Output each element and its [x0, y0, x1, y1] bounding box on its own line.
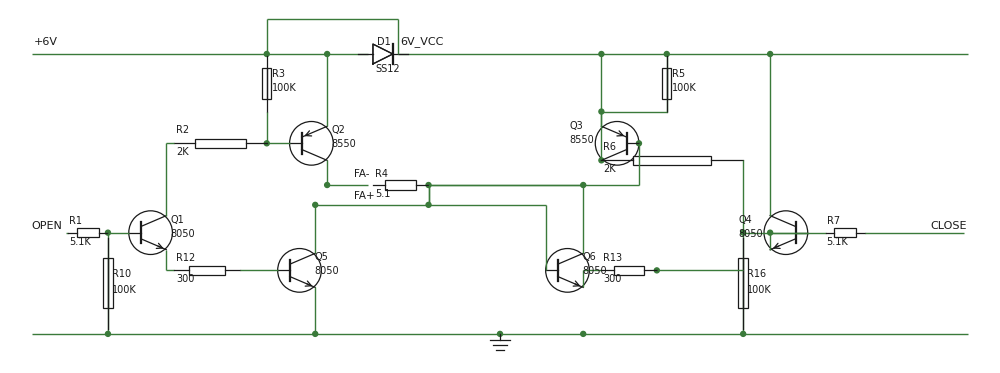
Circle shape	[325, 51, 330, 56]
Text: R7: R7	[827, 216, 840, 226]
Circle shape	[599, 158, 604, 163]
Text: 8050: 8050	[314, 266, 339, 276]
Circle shape	[581, 332, 586, 336]
Circle shape	[768, 230, 773, 235]
Text: OPEN: OPEN	[32, 221, 62, 231]
Text: Q2: Q2	[331, 125, 345, 135]
Text: 8550: 8550	[569, 135, 594, 145]
Circle shape	[105, 332, 110, 336]
Circle shape	[741, 230, 746, 235]
Text: R6: R6	[603, 142, 616, 153]
Circle shape	[741, 332, 746, 336]
Circle shape	[313, 332, 318, 336]
Circle shape	[768, 51, 773, 56]
Bar	[662, 69, 671, 99]
Text: 300: 300	[603, 274, 622, 284]
Text: R16: R16	[747, 269, 766, 279]
Bar	[195, 139, 246, 148]
Text: 2K: 2K	[603, 164, 616, 174]
Text: R12: R12	[176, 253, 196, 263]
Text: 2K: 2K	[176, 147, 189, 157]
Circle shape	[599, 109, 604, 114]
Text: 5.1K: 5.1K	[69, 236, 91, 247]
Circle shape	[313, 203, 318, 207]
Circle shape	[654, 268, 659, 273]
Bar	[614, 266, 644, 275]
Text: 300: 300	[176, 274, 195, 284]
Text: 5.1: 5.1	[375, 189, 390, 199]
Circle shape	[264, 141, 269, 146]
Text: Q4: Q4	[738, 215, 752, 225]
Text: SS12: SS12	[375, 64, 400, 74]
Text: D1: D1	[377, 37, 391, 47]
Text: 8050: 8050	[738, 229, 763, 239]
Text: 100K: 100K	[272, 83, 296, 93]
Text: R4: R4	[375, 169, 388, 179]
Bar	[834, 228, 856, 237]
Text: 8550: 8550	[331, 139, 356, 149]
Bar	[262, 69, 271, 99]
Text: R2: R2	[176, 125, 190, 135]
Text: 100K: 100K	[672, 83, 696, 93]
Circle shape	[664, 51, 669, 56]
Text: R10: R10	[112, 269, 131, 279]
Text: 100K: 100K	[747, 285, 772, 295]
Circle shape	[581, 182, 586, 188]
Text: +6V: +6V	[34, 37, 58, 47]
Text: Q5: Q5	[314, 253, 328, 263]
Text: 100K: 100K	[112, 285, 137, 295]
Text: FA-: FA-	[354, 169, 370, 179]
Circle shape	[426, 182, 431, 188]
Text: Q6: Q6	[582, 253, 596, 263]
Text: R5: R5	[672, 69, 685, 79]
Text: Q3: Q3	[569, 122, 583, 131]
Polygon shape	[373, 44, 393, 64]
Text: 8050: 8050	[582, 266, 607, 276]
Circle shape	[105, 230, 110, 235]
Circle shape	[325, 182, 330, 188]
Bar	[77, 228, 99, 237]
Bar	[189, 266, 225, 275]
Bar	[633, 156, 711, 165]
Text: R13: R13	[603, 253, 622, 263]
Bar	[103, 258, 113, 308]
Circle shape	[498, 332, 502, 336]
Text: 8050: 8050	[170, 229, 195, 239]
Circle shape	[264, 51, 269, 56]
Text: R1: R1	[69, 216, 82, 226]
Circle shape	[636, 141, 641, 146]
Text: FA+: FA+	[354, 191, 375, 201]
Text: 5.1K: 5.1K	[827, 236, 848, 247]
Bar	[385, 180, 416, 190]
Text: CLOSE: CLOSE	[930, 221, 966, 231]
Circle shape	[599, 51, 604, 56]
Bar	[738, 258, 748, 308]
Circle shape	[426, 203, 431, 207]
Text: R3: R3	[272, 69, 285, 79]
Text: Q1: Q1	[170, 215, 184, 225]
Text: 6V_VCC: 6V_VCC	[401, 36, 444, 47]
